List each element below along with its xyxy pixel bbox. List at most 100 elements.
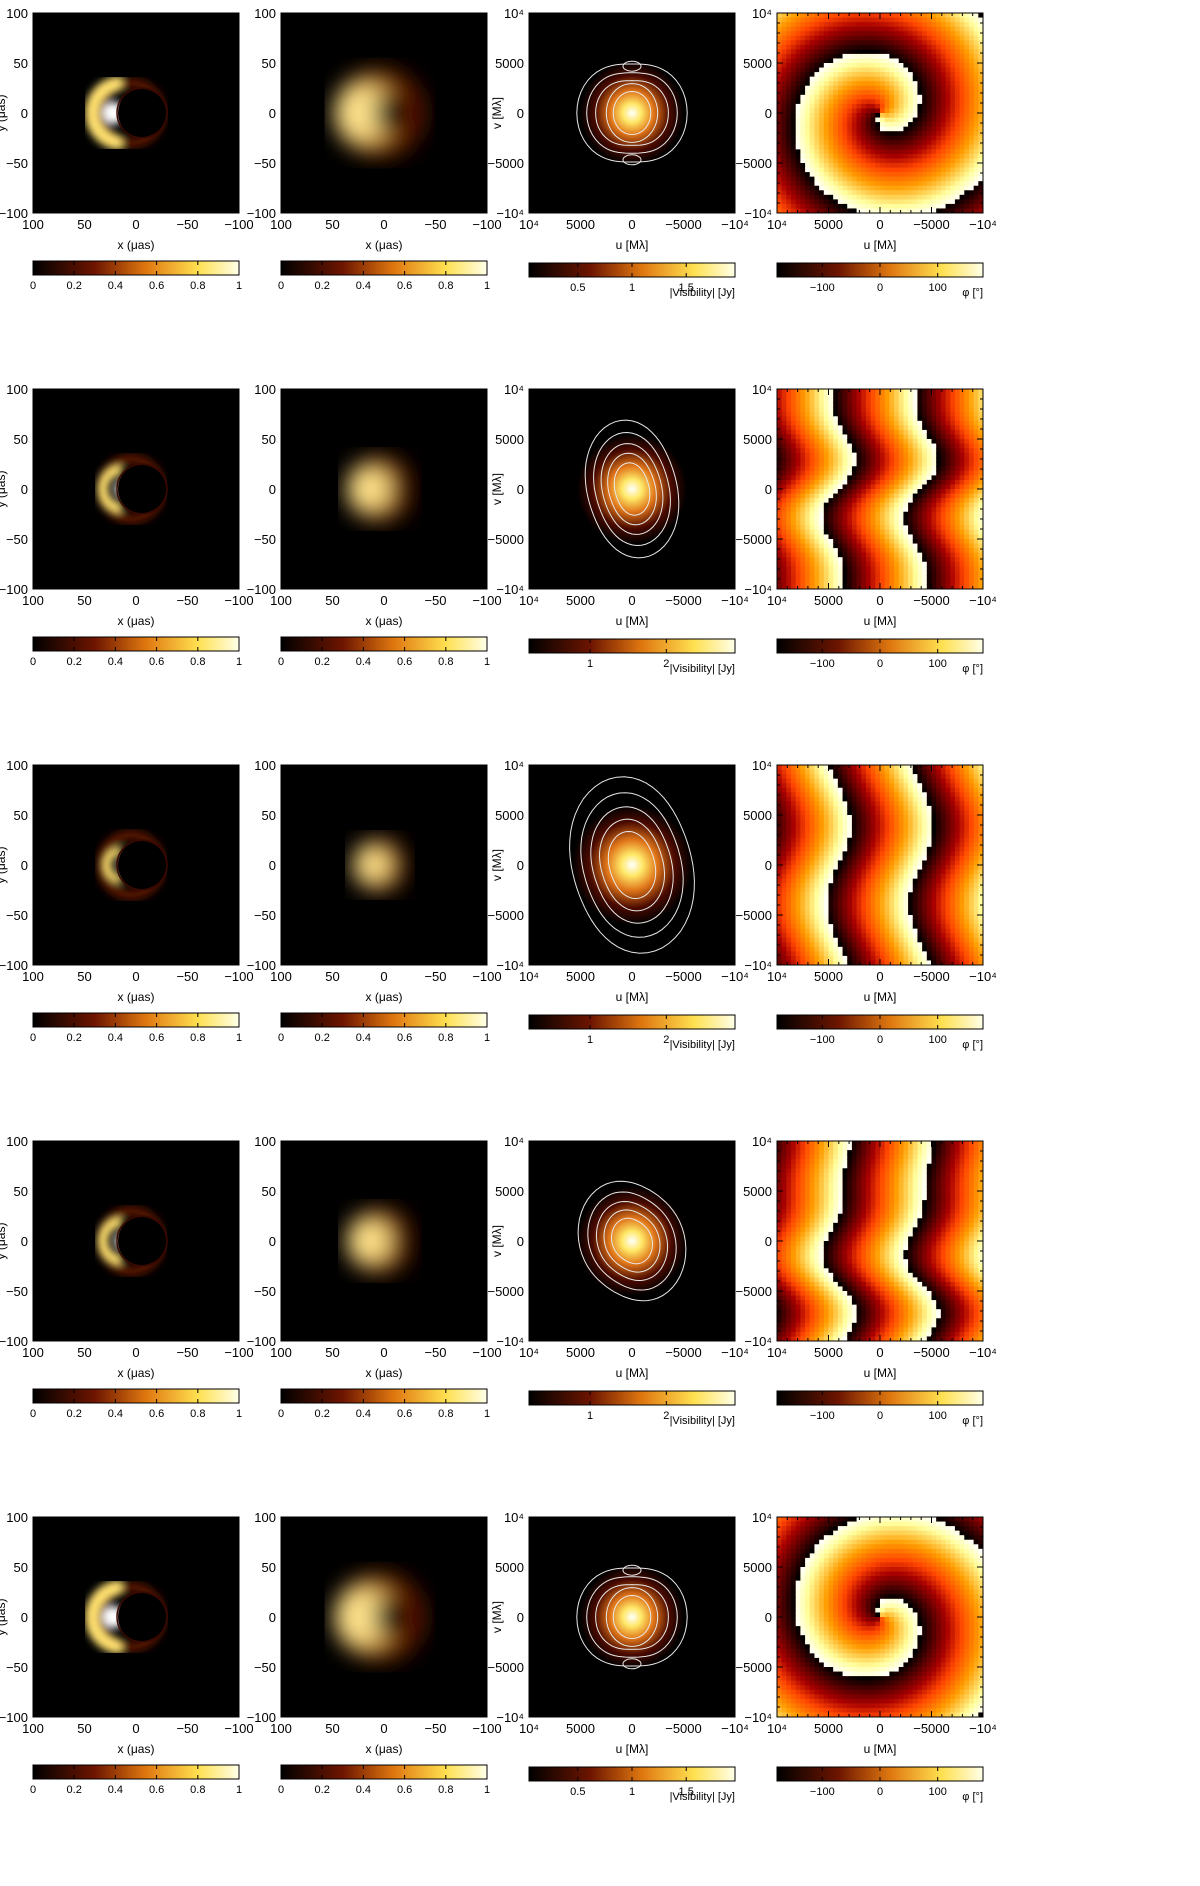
phase-cell <box>847 489 853 495</box>
phase-cell <box>940 520 947 526</box>
phase-cell <box>894 35 900 41</box>
phase-cell <box>950 199 956 205</box>
phase-cell <box>800 108 806 114</box>
phase-cell <box>777 398 783 404</box>
phase-cell <box>968 203 975 210</box>
phase-cell <box>823 67 830 73</box>
phase-cell <box>964 13 970 19</box>
phase-cell <box>786 466 792 472</box>
phase-cell <box>809 443 816 449</box>
phase-cell <box>791 40 797 46</box>
phase-cell <box>926 199 933 205</box>
phase-cell <box>959 163 965 169</box>
phase-cell <box>791 475 797 481</box>
phase-cell <box>936 498 942 504</box>
x-tick-label: 50 <box>77 217 91 232</box>
phase-cell <box>894 72 900 78</box>
phase-cell <box>865 389 872 395</box>
phase-cell <box>865 199 872 205</box>
phase-cell <box>880 194 886 200</box>
phase-cell <box>809 17 816 23</box>
phase-cell <box>950 439 956 445</box>
phase-cell <box>954 511 961 517</box>
phase-cell <box>833 407 839 413</box>
phase-cell <box>898 429 905 436</box>
phase-cell <box>805 475 811 481</box>
phase-cell <box>978 434 983 440</box>
phase-cell <box>814 194 820 200</box>
phase-cell <box>837 520 844 526</box>
phase-cell <box>940 49 947 55</box>
phase-cell <box>912 13 919 19</box>
phase-cell <box>819 99 825 105</box>
phase-cell <box>912 135 919 141</box>
phase-cell <box>884 81 890 87</box>
colorbar-tick-label: 0 <box>30 280 36 292</box>
phase-cell <box>847 194 853 200</box>
phase-cell <box>809 498 816 504</box>
phase-cell <box>964 511 970 517</box>
phase-cell <box>795 203 802 210</box>
phase-cell <box>823 13 830 19</box>
phase-cell <box>912 498 919 504</box>
phase-cell <box>917 76 923 82</box>
phase-cell <box>945 17 951 23</box>
phase-cell <box>950 135 956 141</box>
phase-cell <box>908 81 914 87</box>
x-tick-label: 5000 <box>814 217 843 232</box>
phase-cell <box>861 516 867 522</box>
phase-cell <box>861 53 867 60</box>
phase-cell <box>847 570 853 576</box>
phase-cell <box>781 511 787 517</box>
phase-cell <box>950 181 956 187</box>
phase-cell <box>828 502 834 508</box>
phase-cell <box>964 167 970 173</box>
phase-cell <box>809 90 816 96</box>
phase-cell <box>777 534 783 540</box>
phase-cell <box>823 26 830 32</box>
phase-cell <box>837 548 844 554</box>
phase-cell <box>940 475 947 481</box>
phase-cell <box>791 135 797 141</box>
phase-cell <box>931 448 937 454</box>
phase-cell <box>842 548 848 554</box>
phase-cell <box>809 53 816 60</box>
phase-cell <box>917 584 923 589</box>
phase-cell <box>978 479 983 486</box>
phase-cell <box>791 466 797 472</box>
phase-cell <box>973 90 979 96</box>
phase-cell <box>791 94 797 100</box>
phase-cell <box>978 389 983 395</box>
phase-cell <box>912 108 919 114</box>
phase-cell <box>781 181 787 187</box>
phase-cell <box>908 140 914 146</box>
phase-cell <box>837 199 844 205</box>
phase-cell <box>898 539 905 545</box>
phase-cell <box>931 17 937 23</box>
phase-cell <box>898 398 905 404</box>
phase-cell <box>837 31 844 37</box>
phase-cell <box>791 402 797 408</box>
phase-cell <box>954 470 961 476</box>
phase-cell <box>903 94 909 100</box>
phase-cell <box>908 561 914 567</box>
phase-cell <box>875 439 881 445</box>
phase-cell <box>814 525 820 531</box>
phase-cell <box>800 461 806 467</box>
phase-cell <box>964 176 970 182</box>
phase-cell <box>814 22 820 28</box>
phase-cell <box>945 507 951 513</box>
blurred-glow <box>354 844 396 886</box>
phase-cell <box>828 507 834 513</box>
phase-cell <box>851 561 858 567</box>
phase-cell <box>847 425 853 431</box>
phase-cell <box>917 135 923 141</box>
phase-cell <box>842 407 848 413</box>
phase-cell <box>959 525 965 531</box>
phase-cell <box>950 529 956 536</box>
phase-cell <box>903 448 909 454</box>
phase-cell <box>786 579 792 586</box>
phase-cell <box>950 552 956 558</box>
phase-cell <box>786 40 792 46</box>
phase-cell <box>823 584 830 589</box>
